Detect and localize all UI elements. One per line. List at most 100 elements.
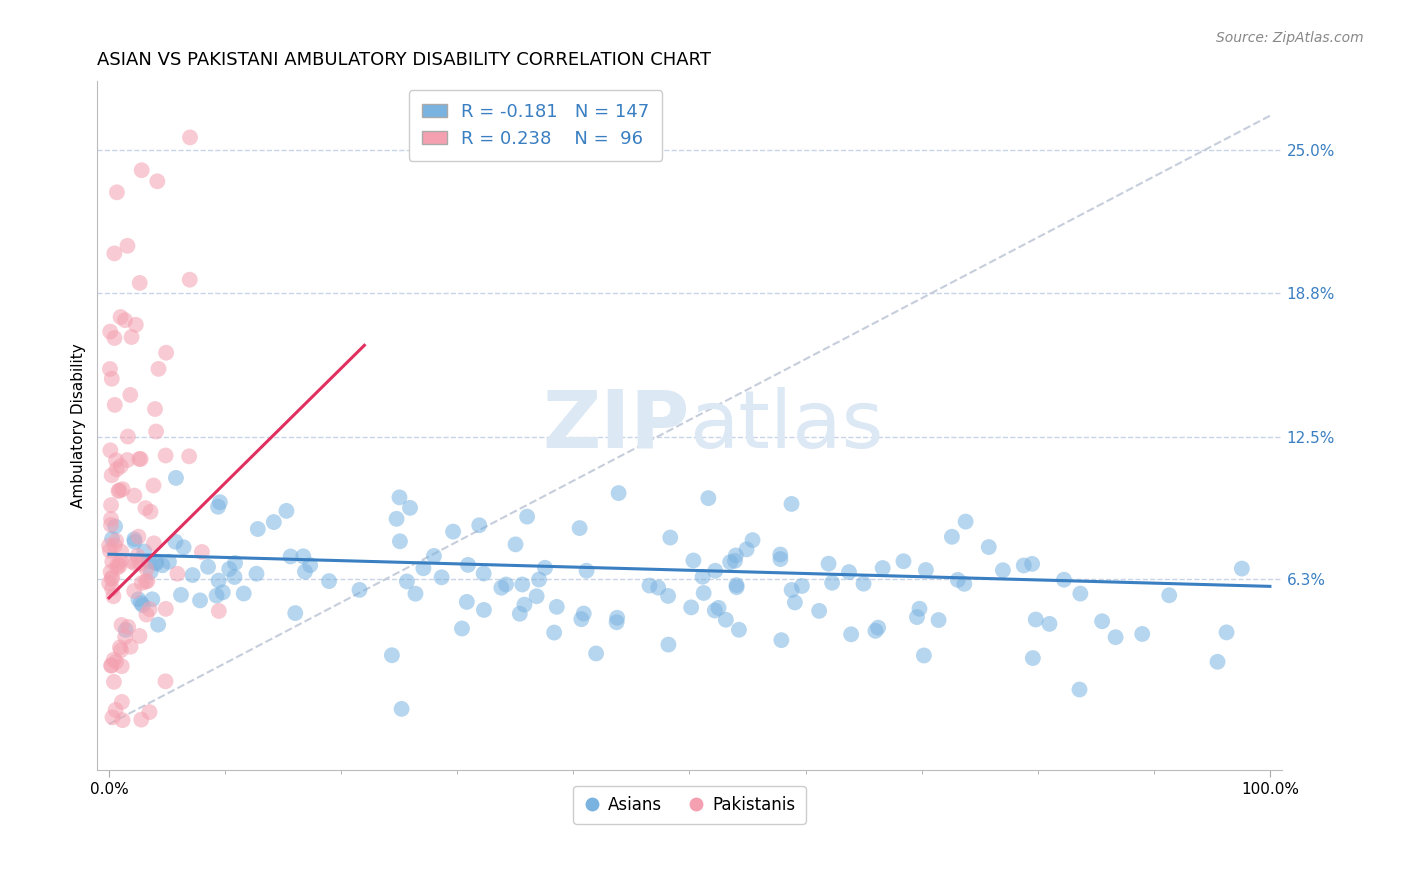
Point <box>104 398 127 412</box>
Point <box>104 703 127 717</box>
Point <box>127 592 149 607</box>
Point <box>770 633 793 648</box>
Point <box>142 478 165 492</box>
Point <box>292 549 315 564</box>
Point <box>569 612 592 626</box>
Point <box>145 557 167 571</box>
Point <box>104 519 127 533</box>
Point <box>138 705 160 719</box>
Point <box>135 562 157 576</box>
Point <box>108 483 131 498</box>
Point <box>491 581 513 595</box>
Point <box>117 620 139 634</box>
Point <box>852 576 875 591</box>
Point <box>991 563 1014 577</box>
Point <box>893 554 915 568</box>
Point <box>527 573 550 587</box>
Point <box>207 574 229 588</box>
Point <box>107 558 129 572</box>
Y-axis label: Ambulatory Disability: Ambulatory Disability <box>72 343 86 508</box>
Point <box>181 568 204 582</box>
Point <box>294 565 316 579</box>
Point <box>105 655 128 669</box>
Point <box>105 453 128 467</box>
Point <box>232 586 254 600</box>
Point <box>136 574 159 588</box>
Point <box>568 521 591 535</box>
Point <box>783 595 806 609</box>
Point <box>108 558 131 573</box>
Point <box>456 595 478 609</box>
Point <box>155 674 177 689</box>
Point <box>725 578 748 592</box>
Point <box>510 577 533 591</box>
Point <box>395 574 418 589</box>
Point <box>546 599 568 614</box>
Point <box>101 554 124 568</box>
Point <box>385 512 408 526</box>
Point <box>585 647 607 661</box>
Text: Source: ZipAtlas.com: Source: ZipAtlas.com <box>1216 31 1364 45</box>
Point <box>955 515 977 529</box>
Point <box>107 483 129 498</box>
Point <box>105 560 128 574</box>
Point <box>299 558 322 573</box>
Point <box>769 548 792 562</box>
Point <box>100 658 122 673</box>
Point <box>218 562 240 576</box>
Point <box>110 554 132 568</box>
Point <box>681 600 703 615</box>
Point <box>915 563 938 577</box>
Point <box>103 331 125 345</box>
Point <box>111 482 134 496</box>
Point <box>245 566 267 581</box>
Point <box>657 638 679 652</box>
Point <box>128 451 150 466</box>
Point <box>1230 561 1253 575</box>
Point <box>155 602 177 616</box>
Point <box>246 522 269 536</box>
Point <box>135 574 157 589</box>
Point <box>146 617 169 632</box>
Point <box>100 498 122 512</box>
Point <box>134 544 156 558</box>
Point <box>98 362 121 376</box>
Point <box>205 589 228 603</box>
Point <box>224 570 246 584</box>
Point <box>572 607 595 621</box>
Point <box>139 565 162 579</box>
Point <box>110 618 132 632</box>
Point <box>100 572 122 586</box>
Point <box>110 544 132 558</box>
Point <box>117 429 139 443</box>
Point <box>114 623 136 637</box>
Point <box>399 500 422 515</box>
Point <box>725 580 748 594</box>
Legend: Asians, Pakistanis: Asians, Pakistanis <box>574 786 806 823</box>
Point <box>103 674 125 689</box>
Point <box>1130 627 1153 641</box>
Point <box>953 577 976 591</box>
Point <box>780 582 803 597</box>
Point <box>928 613 950 627</box>
Point <box>509 607 531 621</box>
Point <box>1206 655 1229 669</box>
Point <box>138 602 160 616</box>
Point <box>513 598 536 612</box>
Point <box>808 604 831 618</box>
Point <box>457 558 479 572</box>
Point <box>139 505 162 519</box>
Point <box>173 541 195 555</box>
Point <box>129 713 152 727</box>
Point <box>124 489 146 503</box>
Point <box>692 570 714 584</box>
Point <box>108 640 131 655</box>
Point <box>388 534 411 549</box>
Point <box>682 553 704 567</box>
Point <box>865 624 887 638</box>
Point <box>276 504 298 518</box>
Point <box>284 606 307 620</box>
Point <box>946 573 969 587</box>
Point <box>908 601 931 615</box>
Point <box>207 500 229 514</box>
